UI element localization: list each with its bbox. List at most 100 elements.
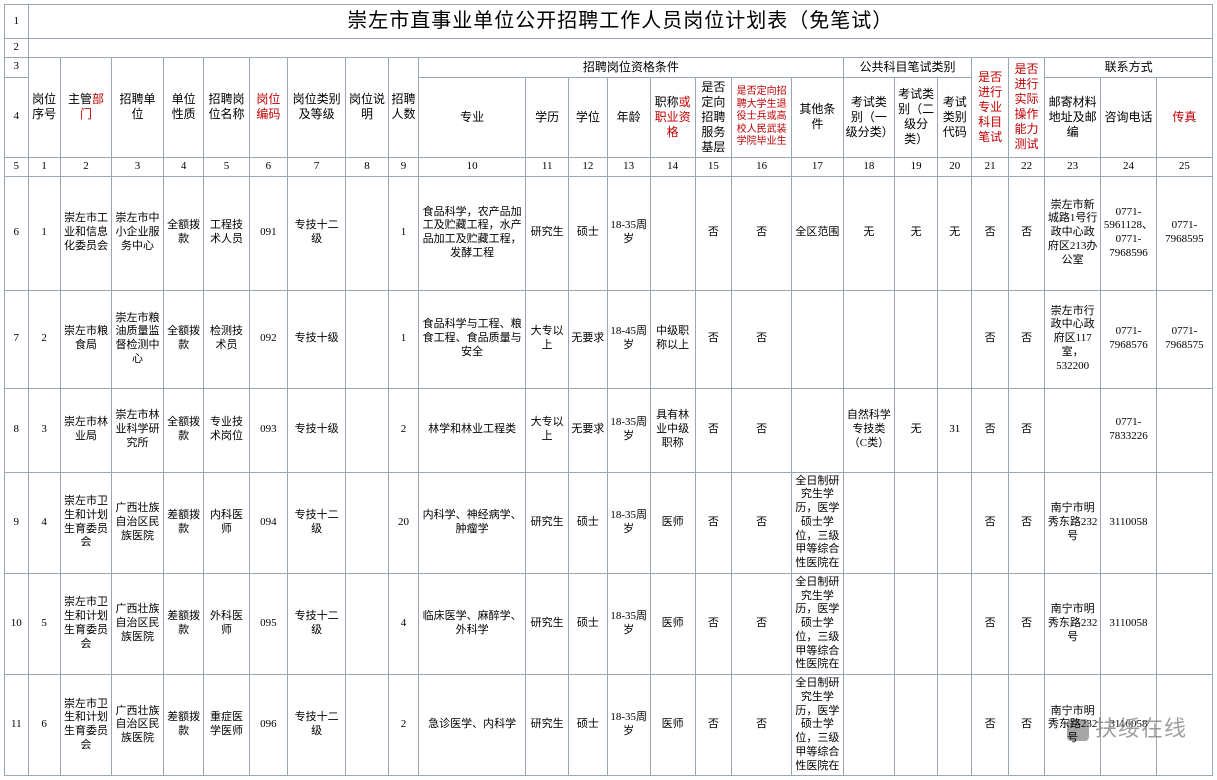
cell-c12: 无要求 bbox=[569, 290, 608, 388]
cell-c6: 094 bbox=[249, 472, 288, 573]
col-h13: 年龄 bbox=[607, 77, 650, 157]
cell-c22: 否 bbox=[1008, 573, 1044, 674]
col-h18: 考试类别（一级分类） bbox=[843, 77, 894, 157]
cell-c9: 1 bbox=[388, 176, 418, 290]
table-row: 61崇左市工业和信息化委员会崇左市中小企业服务中心全额拨款工程技术人员091专技… bbox=[5, 176, 1213, 290]
cell-c3: 广西壮族自治区民族医院 bbox=[112, 472, 163, 573]
cell-c6: 093 bbox=[249, 388, 288, 472]
cell-c12: 硕士 bbox=[569, 472, 608, 573]
cell-c5: 内科医师 bbox=[204, 472, 249, 573]
cell-c20: 无 bbox=[938, 176, 972, 290]
col-h20: 考试类别代码 bbox=[938, 77, 972, 157]
cell-c22: 否 bbox=[1008, 176, 1044, 290]
cell-c1: 5 bbox=[28, 573, 60, 674]
cell-c11: 研究生 bbox=[526, 675, 569, 776]
cell-c10: 食品科学，农产品加工及贮藏工程，水产品加工及贮藏工程，发酵工程 bbox=[418, 176, 525, 290]
cell-c2: 崇左市粮食局 bbox=[60, 290, 111, 388]
recruitment-table: 1 崇左市直事业单位公开招聘工作人员岗位计划表（免笔试） 2 3 岗位序号 主管… bbox=[4, 4, 1213, 776]
cell-c13: 18-35周岁 bbox=[607, 176, 650, 290]
cell-c10: 内科学、神经病学、肿瘤学 bbox=[418, 472, 525, 573]
cell-c2: 崇左市卫生和计划生育委员会 bbox=[60, 472, 111, 573]
cell-c22: 否 bbox=[1008, 290, 1044, 388]
col-h17: 其他条件 bbox=[792, 77, 843, 157]
cell-c3: 崇左市中小企业服务中心 bbox=[112, 176, 163, 290]
row-label: 9 bbox=[5, 472, 29, 573]
table-row: 105崇左市卫生和计划生育委员会广西壮族自治区民族医院差额拨款外科医师095专技… bbox=[5, 573, 1213, 674]
cell-c21: 否 bbox=[972, 176, 1008, 290]
cell-c23 bbox=[1045, 388, 1101, 472]
spacer-row: 2 bbox=[5, 39, 1213, 58]
col-h21: 是否进行专业科目笔试 bbox=[972, 57, 1008, 157]
row-label: 10 bbox=[5, 573, 29, 674]
cell-c19 bbox=[895, 290, 938, 388]
col-h1: 岗位序号 bbox=[28, 57, 60, 157]
cell-c12: 硕士 bbox=[569, 573, 608, 674]
cell-c10: 林学和林业工程类 bbox=[418, 388, 525, 472]
col-h22: 是否进行实际操作能力测试 bbox=[1008, 57, 1044, 157]
cell-c8 bbox=[346, 675, 389, 776]
cell-c15: 否 bbox=[695, 573, 731, 674]
col-h5: 招聘岗位名称 bbox=[204, 57, 249, 157]
cell-c24: 3110058 bbox=[1101, 472, 1157, 573]
cell-c21: 否 bbox=[972, 290, 1008, 388]
cell-c12: 硕士 bbox=[569, 176, 608, 290]
cell-c3: 崇左市粮油质量监督检测中心 bbox=[112, 290, 163, 388]
cell-c23: 崇左市新城路1号行政中心政府区213办公室 bbox=[1045, 176, 1101, 290]
cell-c8 bbox=[346, 472, 389, 573]
cell-c20 bbox=[938, 290, 972, 388]
col-h3: 招聘单位 bbox=[112, 57, 163, 157]
cell-c2: 崇左市卫生和计划生育委员会 bbox=[60, 573, 111, 674]
cell-c20 bbox=[938, 472, 972, 573]
cell-c16: 否 bbox=[732, 472, 792, 573]
cell-c23: 崇左市行政中心政府区117室，532200 bbox=[1045, 290, 1101, 388]
col-group-contact: 联系方式 bbox=[1045, 57, 1213, 77]
col-group-exam: 公共科目笔试类别 bbox=[843, 57, 972, 77]
row-label: 1 bbox=[5, 5, 29, 39]
cell-c15: 否 bbox=[695, 472, 731, 573]
cell-c7: 专技十二级 bbox=[288, 176, 346, 290]
cell-c24: 3110058 bbox=[1101, 573, 1157, 674]
cell-c2: 崇左市林业局 bbox=[60, 388, 111, 472]
cell-c4: 差额拨款 bbox=[163, 573, 204, 674]
cell-c19 bbox=[895, 573, 938, 674]
cell-c4: 全额拨款 bbox=[163, 290, 204, 388]
col-h14: 职称或职业资格 bbox=[650, 77, 695, 157]
cell-c18: 自然科学专技类（C类） bbox=[843, 388, 894, 472]
cell-c7: 专技十二级 bbox=[288, 573, 346, 674]
row-label: 6 bbox=[5, 176, 29, 290]
cell-c6: 095 bbox=[249, 573, 288, 674]
cell-c24: 0771-7968576 bbox=[1101, 290, 1157, 388]
cell-c18 bbox=[843, 472, 894, 573]
cell-c5: 专业技术岗位 bbox=[204, 388, 249, 472]
cell-c24: 0771-5961128、0771-7968596 bbox=[1101, 176, 1157, 290]
cell-c14: 医师 bbox=[650, 573, 695, 674]
cell-c23: 南宁市明秀东路232号 bbox=[1045, 573, 1101, 674]
cell-c9: 20 bbox=[388, 472, 418, 573]
row-label: 3 bbox=[5, 57, 29, 77]
cell-c7: 专技十二级 bbox=[288, 472, 346, 573]
cell-c16: 否 bbox=[732, 573, 792, 674]
col-h11: 学历 bbox=[526, 77, 569, 157]
cell-c9: 2 bbox=[388, 388, 418, 472]
cell-c9: 1 bbox=[388, 290, 418, 388]
cell-c23: 南宁市明秀东路232号 bbox=[1045, 472, 1101, 573]
cell-c13: 18-35周岁 bbox=[607, 472, 650, 573]
cell-c1: 3 bbox=[28, 388, 60, 472]
cell-c16: 否 bbox=[732, 176, 792, 290]
cell-c14: 具有林业中级职称 bbox=[650, 388, 695, 472]
col-group-cond: 招聘岗位资格条件 bbox=[418, 57, 843, 77]
col-h23: 邮寄材料地址及邮编 bbox=[1045, 77, 1101, 157]
cell-c8 bbox=[346, 176, 389, 290]
cell-c17: 全区范围 bbox=[792, 176, 843, 290]
cell-c1: 2 bbox=[28, 290, 60, 388]
cell-c25: 0771-7968595 bbox=[1156, 176, 1212, 290]
table-row: 72崇左市粮食局崇左市粮油质量监督检测中心全额拨款检测技术员092专技十级1食品… bbox=[5, 290, 1213, 388]
cell-c13: 18-35周岁 bbox=[607, 573, 650, 674]
cell-c14 bbox=[650, 176, 695, 290]
cell-c1: 1 bbox=[28, 176, 60, 290]
col-h15: 是否定向招聘服务基层 bbox=[695, 77, 731, 157]
cell-c13: 18-35周岁 bbox=[607, 388, 650, 472]
col-h24: 咨询电话 bbox=[1101, 77, 1157, 157]
col-h25: 传真 bbox=[1156, 77, 1212, 157]
cell-c10: 急诊医学、内科学 bbox=[418, 675, 525, 776]
